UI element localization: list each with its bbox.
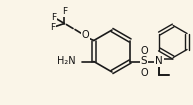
Text: F: F [51,23,56,32]
Text: O: O [140,68,148,77]
Text: S: S [141,56,147,66]
Text: N: N [155,56,163,66]
Text: O: O [81,30,89,41]
Text: F: F [62,7,67,16]
Text: H₂N: H₂N [57,56,76,66]
Text: O: O [140,45,148,56]
Text: F: F [51,13,57,22]
